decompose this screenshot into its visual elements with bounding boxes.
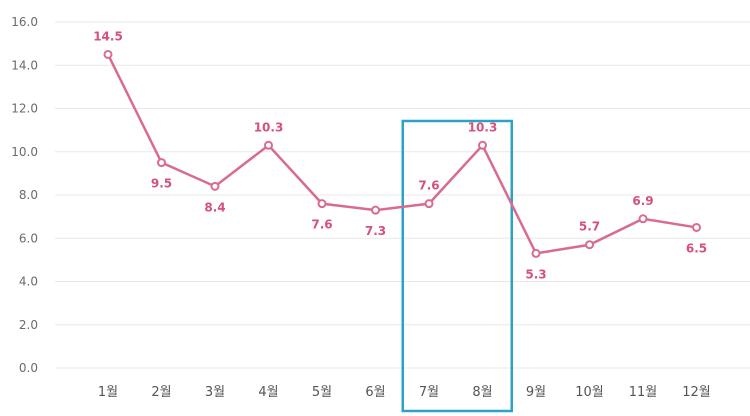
y-tick-label: 2.0 bbox=[19, 318, 38, 332]
x-tick-label: 9월 bbox=[526, 385, 546, 400]
data-label: 5.3 bbox=[525, 267, 546, 281]
data-point bbox=[585, 240, 594, 250]
data-point bbox=[210, 181, 220, 191]
data-label: 10.3 bbox=[468, 120, 498, 134]
data-label: 6.5 bbox=[686, 241, 707, 255]
data-point bbox=[157, 158, 166, 168]
y-axis: 0.0 2.0 4.0 6.0 8.0 10.0 12.0 14.0 16.0 bbox=[11, 15, 38, 375]
y-tick-label: 16.0 bbox=[11, 15, 38, 29]
y-tick-label: 10.0 bbox=[11, 145, 38, 159]
data-label: 8.4 bbox=[204, 200, 225, 214]
x-tick-label: 7월 bbox=[419, 385, 439, 400]
data-point bbox=[478, 140, 487, 150]
data-points bbox=[103, 49, 701, 258]
y-tick-label: 0.0 bbox=[19, 361, 38, 375]
highlight-box bbox=[401, 119, 513, 413]
data-point bbox=[692, 222, 701, 232]
x-tick-label: 3월 bbox=[205, 385, 225, 400]
x-tick-label: 5월 bbox=[312, 385, 332, 400]
data-label: 5.7 bbox=[579, 220, 600, 234]
data-label: 7.3 bbox=[365, 224, 386, 238]
data-label: 7.6 bbox=[418, 179, 439, 193]
data-point bbox=[424, 199, 434, 209]
y-tick-label: 4.0 bbox=[19, 275, 38, 289]
x-tick-label: 2월 bbox=[151, 385, 171, 400]
x-tick-label: 1월 bbox=[98, 385, 118, 400]
data-point bbox=[531, 248, 541, 258]
x-axis: 1월 2월 3월 4월 5월 6월 7월 8월 9월 10월 11월 12월 bbox=[98, 385, 711, 400]
x-tick-label: 11월 bbox=[629, 385, 658, 400]
data-point bbox=[264, 140, 273, 150]
series-line bbox=[106, 53, 697, 255]
x-tick-label: 6월 bbox=[365, 385, 385, 400]
x-tick-label: 8월 bbox=[472, 385, 492, 400]
data-labels: 14.5 9.5 8.4 10.3 7.6 7.3 7.6 10.3 5.3 5.7 6.9 6.5 bbox=[93, 29, 707, 281]
x-tick-label: 4월 bbox=[258, 385, 278, 400]
data-point bbox=[371, 205, 380, 215]
data-point bbox=[103, 49, 113, 59]
data-point bbox=[638, 214, 648, 224]
y-tick-label: 12.0 bbox=[11, 102, 38, 116]
x-tick-label: 12월 bbox=[682, 385, 711, 400]
data-label: 14.5 bbox=[93, 29, 123, 43]
data-label: 10.3 bbox=[254, 120, 284, 134]
data-label: 9.5 bbox=[151, 177, 172, 191]
data-label: 7.6 bbox=[311, 218, 332, 232]
y-tick-label: 8.0 bbox=[19, 188, 38, 202]
y-tick-label: 6.0 bbox=[19, 231, 38, 245]
data-label: 6.9 bbox=[632, 194, 653, 208]
y-tick-label: 14.0 bbox=[11, 58, 38, 72]
data-point bbox=[317, 199, 327, 209]
x-tick-label: 10월 bbox=[575, 385, 604, 400]
